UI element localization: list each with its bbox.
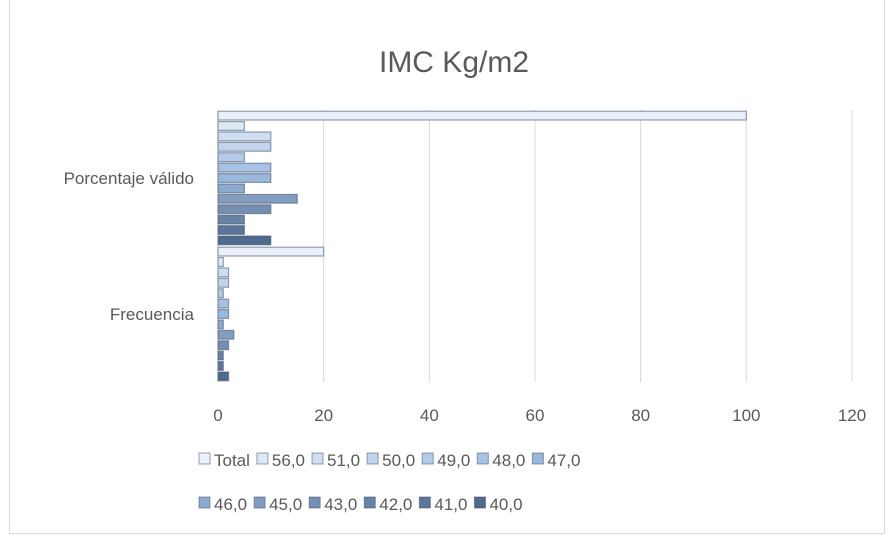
legend-swatch (308, 496, 321, 509)
legend-label: 49,0 (437, 451, 470, 470)
bar-56-0-0 (217, 257, 224, 268)
legend-swatch (531, 452, 544, 465)
bar-51-0-0 (217, 267, 230, 278)
legend-swatch (198, 496, 211, 509)
bar-40-0-1 (217, 235, 272, 246)
legend-swatch (198, 452, 211, 465)
x-tick-label: 80 (631, 406, 650, 425)
bar-45-0-1 (217, 193, 298, 204)
legend-label: 41,0 (434, 495, 467, 514)
bar-47-0-0 (217, 309, 230, 320)
gridlines (217, 110, 853, 382)
legend-label: Total (214, 451, 250, 470)
bar-56-0-1 (217, 120, 246, 131)
bar-50-0-1 (217, 141, 272, 152)
legend-swatch (311, 452, 324, 465)
category-label: Frecuencia (110, 305, 195, 324)
legend-label: 48,0 (492, 451, 525, 470)
legend-swatch (256, 452, 269, 465)
legend-label: 56,0 (272, 451, 305, 470)
bar-49-0-0 (217, 288, 224, 299)
bar-47-0-1 (217, 173, 272, 184)
bar-41-0-0 (217, 361, 224, 372)
legend-swatch (253, 496, 266, 509)
bar-40-0-0 (217, 371, 230, 382)
bar-48-0-0 (217, 298, 230, 309)
legend-swatch (363, 496, 376, 509)
legend-label: 47,0 (547, 451, 580, 470)
x-tick-label: 20 (314, 406, 333, 425)
bar-Total-0 (217, 246, 325, 257)
x-axis-ticks: 0 20 40 60 80 100 120 (213, 406, 866, 425)
legend-label: 42,0 (379, 495, 412, 514)
legend-label: 45,0 (269, 495, 302, 514)
bar-46-0-0 (217, 319, 224, 330)
bars (217, 110, 747, 382)
legend-swatch (421, 452, 434, 465)
legend-swatch (476, 452, 489, 465)
bar-45-0-0 (217, 329, 235, 340)
legend-swatch (473, 496, 486, 509)
bar-42-0-0 (217, 350, 224, 361)
legend-label: 50,0 (382, 451, 415, 470)
x-tick-label: 100 (732, 406, 760, 425)
x-tick-label: 40 (420, 406, 439, 425)
bar-42-0-1 (217, 214, 246, 225)
x-tick-label: 120 (838, 406, 866, 425)
bar-46-0-1 (217, 183, 246, 194)
x-tick-label: 0 (213, 406, 222, 425)
legend-label: 40,0 (489, 495, 522, 514)
legend: Total 56,0 51,0 50,0 49,0 48,0 47,0 46,0 45,0 43,… (198, 451, 580, 514)
bar-Total-1 (217, 110, 747, 121)
x-tick-label: 60 (526, 406, 545, 425)
bar-48-0-1 (217, 162, 272, 173)
legend-label: 46,0 (214, 495, 247, 514)
chart-title: IMC Kg/m2 (379, 46, 529, 79)
category-labels: Frecuencia Porcentaje válido (64, 169, 195, 324)
bar-43-0-0 (217, 340, 230, 351)
category-label: Porcentaje válido (64, 169, 194, 188)
legend-swatch (366, 452, 379, 465)
bar-49-0-1 (217, 152, 246, 163)
legend-label: 43,0 (324, 495, 357, 514)
legend-swatch (418, 496, 431, 509)
bar-51-0-1 (217, 131, 272, 142)
bar-43-0-1 (217, 204, 272, 215)
bar-50-0-0 (217, 277, 230, 288)
bar-41-0-1 (217, 225, 246, 236)
chart-frame (9, 0, 885, 534)
legend-label: 51,0 (327, 451, 360, 470)
